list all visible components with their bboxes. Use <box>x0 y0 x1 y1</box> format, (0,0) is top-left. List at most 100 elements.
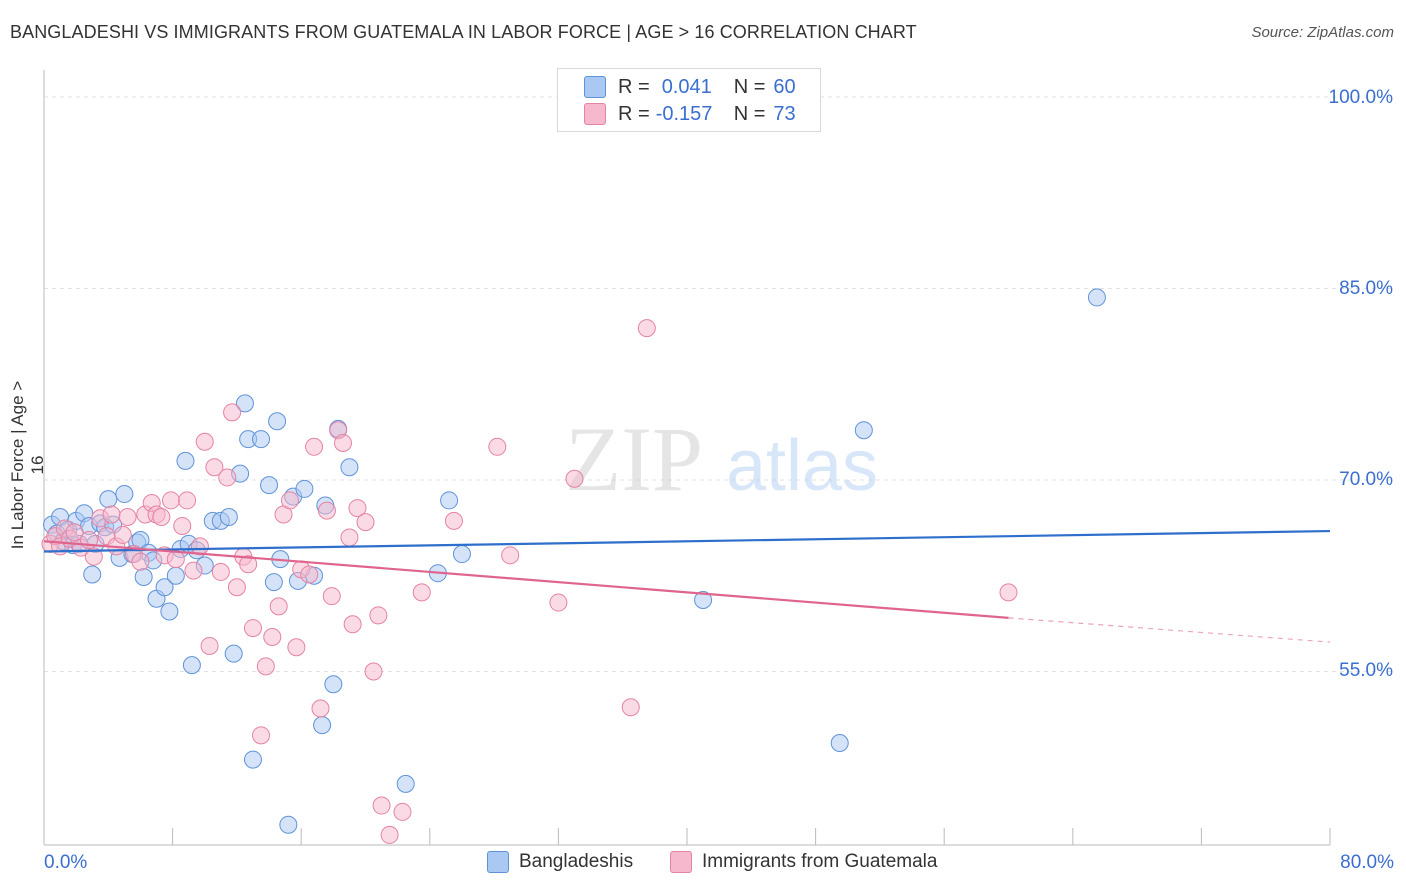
data-point-bangladeshis <box>279 815 298 834</box>
legend-row-bangladeshis: R = 0.041 N = 60 <box>584 74 796 100</box>
data-point-guatemala <box>200 636 219 655</box>
data-point-guatemala <box>311 699 330 718</box>
data-point-bangladeshis <box>134 568 153 587</box>
data-point-guatemala <box>501 546 520 565</box>
n-label: N = <box>733 102 766 125</box>
data-point-guatemala <box>161 491 180 510</box>
y-tick-label-70: 70.0% <box>1339 469 1393 490</box>
data-point-guatemala <box>348 499 367 518</box>
data-point-guatemala <box>269 597 288 616</box>
data-point-guatemala <box>205 458 224 477</box>
data-point-bangladeshis <box>396 774 415 793</box>
swatch-bangladeshis <box>584 76 606 98</box>
axes <box>43 70 1331 846</box>
data-point-guatemala <box>343 615 362 634</box>
legend-label-guatemala: Immigrants from Guatemala <box>702 851 938 872</box>
n-label: N = <box>733 75 766 98</box>
data-point-bangladeshis <box>452 545 471 564</box>
data-point-guatemala <box>333 433 352 452</box>
data-point-guatemala <box>65 523 84 542</box>
data-point-bangladeshis <box>440 491 459 510</box>
data-point-guatemala <box>211 562 230 581</box>
data-point-guatemala <box>243 619 262 638</box>
watermark-zip: ZIP <box>565 408 703 510</box>
data-point-guatemala <box>227 578 246 597</box>
data-point-bangladeshis <box>155 578 174 597</box>
data-point-guatemala <box>195 432 214 451</box>
data-point-guatemala <box>113 525 132 544</box>
points-layer <box>41 288 1106 844</box>
data-point-guatemala <box>190 537 209 556</box>
data-point-guatemala <box>118 508 137 527</box>
data-point-guatemala <box>444 511 463 530</box>
gridlines <box>44 96 1394 672</box>
data-point-guatemala <box>178 491 197 510</box>
data-point-guatemala <box>239 555 258 574</box>
data-point-bangladeshis <box>99 490 118 509</box>
data-point-guatemala <box>184 561 203 580</box>
data-point-guatemala <box>256 657 275 676</box>
data-point-guatemala <box>322 587 341 606</box>
data-point-guatemala <box>223 403 242 422</box>
data-point-guatemala <box>999 583 1018 602</box>
data-point-guatemala <box>356 513 375 532</box>
data-point-bangladeshis <box>219 508 238 527</box>
data-point-guatemala <box>364 662 383 681</box>
data-point-bangladeshis <box>1087 288 1106 307</box>
data-point-guatemala <box>621 698 640 717</box>
source-label: Source: ZipAtlas.com <box>1251 24 1394 41</box>
trendlines <box>43 529 1331 643</box>
data-point-guatemala <box>300 565 319 584</box>
trendline-bangladeshis <box>43 529 1331 553</box>
trendline-guatemala <box>43 540 1009 619</box>
data-point-guatemala <box>131 552 150 571</box>
data-point-bangladeshis <box>694 591 713 610</box>
y-tick-label-55: 55.0% <box>1339 660 1393 681</box>
legend-item-bangladeshis: Bangladeshis <box>487 851 633 873</box>
data-point-bangladeshis <box>830 733 849 752</box>
data-point-bangladeshis <box>182 656 201 675</box>
r-label: R = <box>618 75 650 98</box>
watermark-atlas: atlas <box>726 426 878 506</box>
data-point-bangladeshis <box>854 421 873 440</box>
data-point-guatemala <box>287 638 306 657</box>
data-point-guatemala <box>152 508 171 527</box>
n-value-guatemala: 73 <box>773 102 796 125</box>
y-axis-title: In Labor Force | Age > 16 <box>8 380 47 550</box>
legend-item-guatemala: Immigrants from Guatemala <box>670 851 937 873</box>
legend-row-guatemala: R = -0.157 N = 73 <box>584 101 796 127</box>
data-point-guatemala <box>340 528 359 547</box>
data-point-guatemala <box>393 802 412 821</box>
legend-swatch-bangladeshis <box>487 851 509 873</box>
legend-swatch-guatemala <box>670 851 692 873</box>
x-tick-label-max: 80.0% <box>1340 852 1394 873</box>
data-point-guatemala <box>173 516 192 535</box>
data-point-guatemala <box>252 726 271 745</box>
data-point-bangladeshis <box>166 566 185 585</box>
stats-legend: R = 0.041 N = 60 R = -0.157 N = 73 <box>557 68 821 132</box>
r-value-guatemala: -0.157 <box>655 102 713 125</box>
trendline-extension-guatemala <box>1008 617 1331 643</box>
n-value-bangladeshis: 60 <box>773 75 796 98</box>
data-point-guatemala <box>305 437 324 456</box>
y-tick-label-85: 85.0% <box>1339 278 1393 299</box>
data-point-guatemala <box>412 583 431 602</box>
data-point-bangladeshis <box>115 485 134 504</box>
data-point-bangladeshis <box>264 573 283 592</box>
data-point-bangladeshis <box>243 750 262 769</box>
chart-title: BANGLADESHI VS IMMIGRANTS FROM GUATEMALA… <box>10 22 917 42</box>
data-point-guatemala <box>102 505 121 524</box>
data-point-guatemala <box>317 501 336 520</box>
swatch-guatemala <box>584 103 606 125</box>
x-tick-label-min: 0.0% <box>44 852 88 873</box>
data-point-bangladeshis <box>176 451 195 470</box>
y-tick-label-100: 100.0% <box>1328 87 1393 108</box>
data-point-bangladeshis <box>224 644 243 663</box>
data-point-guatemala <box>369 606 388 625</box>
data-point-bangladeshis <box>160 602 179 621</box>
data-point-bangladeshis <box>235 394 254 413</box>
data-point-bangladeshis <box>252 430 271 449</box>
data-point-bangladeshis <box>340 458 359 477</box>
data-point-guatemala <box>565 469 584 488</box>
